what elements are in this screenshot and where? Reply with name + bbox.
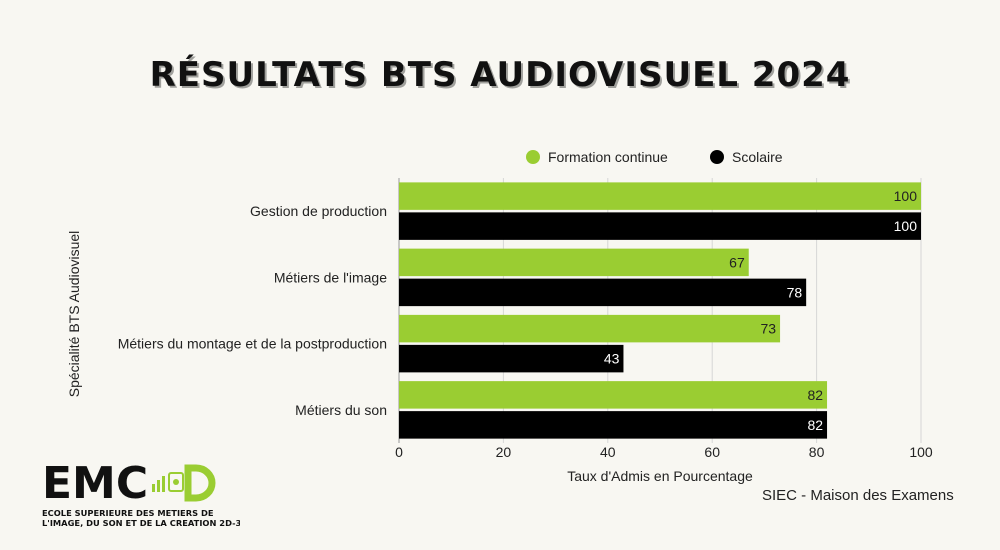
category-label: Métiers de l'image <box>274 269 387 285</box>
data-label: 73 <box>760 321 776 337</box>
data-labels: 100 100 67 78 73 43 82 82 <box>604 188 917 433</box>
logo-camera-icon <box>168 472 184 492</box>
logo-tagline-line1: ECOLE SUPERIEURE DES METIERS DE <box>42 508 214 518</box>
bar <box>399 278 807 307</box>
x-tick-label: 40 <box>600 444 616 460</box>
bar <box>399 182 921 210</box>
data-label: 78 <box>787 284 803 300</box>
x-tick-label: 100 <box>909 444 933 460</box>
bar <box>399 344 624 373</box>
logo-tagline-line2: L'IMAGE, DU SON ET DE LA CREATION 2D-3D <box>42 518 240 528</box>
logo-d-icon <box>184 464 216 502</box>
x-tick-label: 80 <box>809 444 825 460</box>
legend-label: Scolaire <box>732 149 783 165</box>
x-tick-labels: 0 20 40 60 80 100 <box>395 444 933 460</box>
legend-label: Formation continue <box>548 149 668 165</box>
emc-logo: EMC ECOLE SUPERIEURE DES METIERS DE L'IM… <box>42 460 240 528</box>
chart-title: RÉSULTATS BTS AUDIOVISUEL 2024 <box>149 55 851 95</box>
x-tick-label: 0 <box>395 444 403 460</box>
category-label: Métiers du montage et de la postproducti… <box>118 336 387 352</box>
bar <box>399 314 781 343</box>
category-label: Métiers du son <box>295 402 387 418</box>
logo-bars-icon <box>152 476 165 492</box>
x-axis-label: Taux d'Admis en Pourcentage <box>567 468 753 484</box>
bar <box>399 212 921 240</box>
legend-marker <box>526 150 540 164</box>
category-label: Gestion de production <box>250 203 387 219</box>
category-labels: Gestion de production Métiers de l'image M… <box>118 203 387 418</box>
data-label: 100 <box>894 188 918 204</box>
source-note: SIEC - Maison des Examens <box>762 487 954 504</box>
data-label: 67 <box>729 254 745 270</box>
bar <box>399 381 828 409</box>
logo-wordmark: EMC <box>42 460 148 509</box>
data-label: 43 <box>604 351 620 367</box>
bar <box>399 411 828 439</box>
data-label: 82 <box>807 417 823 433</box>
x-tick-label: 60 <box>704 444 720 460</box>
y-axis-label: Spécialité BTS Audiovisuel <box>66 231 82 398</box>
legend-marker <box>710 150 724 164</box>
data-label: 100 <box>894 218 918 234</box>
legend: Formation continue Scolaire <box>526 149 783 165</box>
data-label: 82 <box>807 387 823 403</box>
bar <box>399 248 749 277</box>
x-tick-label: 20 <box>496 444 512 460</box>
bars <box>399 182 921 439</box>
